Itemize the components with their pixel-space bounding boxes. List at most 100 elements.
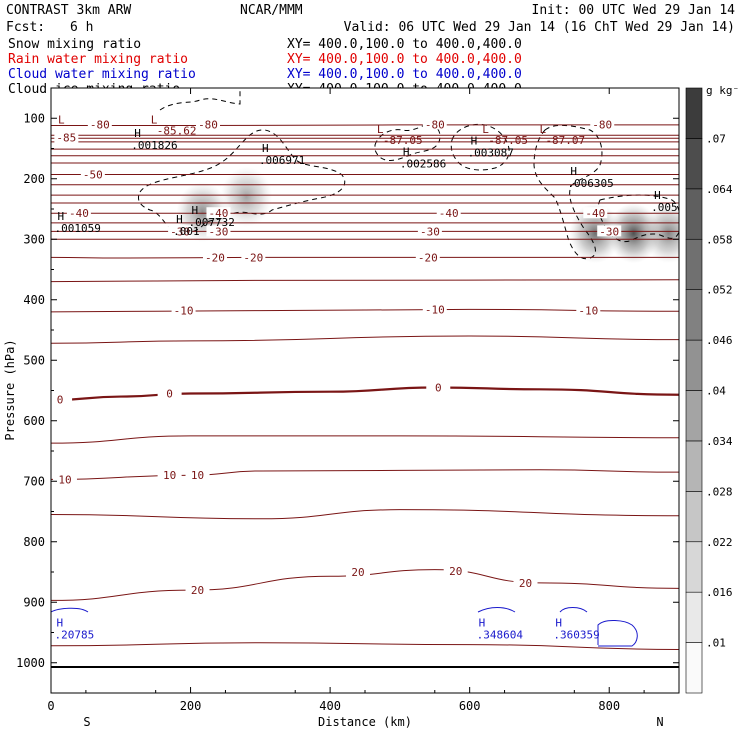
snow-max-value-4: .001 bbox=[173, 225, 200, 238]
temp-label-21-1: 10 bbox=[163, 469, 176, 482]
temp-label-17-2: -10 bbox=[578, 305, 598, 318]
snow-shade-4 bbox=[642, 203, 679, 264]
field-xy-2: XY= 400.0,100.0 to 400.0,400.0 bbox=[287, 67, 522, 82]
temp-label-0-0: -80 bbox=[90, 118, 110, 131]
cloud-water-contour-d bbox=[597, 620, 638, 647]
temp-label-bg-17-0 bbox=[171, 304, 196, 316]
center-title: NCAR/MMM bbox=[240, 3, 303, 18]
colorbar-label-1: .016 bbox=[706, 586, 733, 599]
temp-label-13-1: -30 bbox=[209, 225, 229, 238]
temp-label-11-1: -40 bbox=[209, 207, 229, 220]
temp-contour-18 bbox=[51, 335, 679, 344]
colorbar-swatch-4 bbox=[685, 440, 703, 492]
colorbar-swatch-3 bbox=[685, 491, 703, 543]
temp-min-marker-1: L bbox=[151, 114, 158, 127]
temp-label-15-1: -20 bbox=[243, 251, 263, 264]
temp-label-bg-23-0 bbox=[185, 584, 210, 596]
fcst-label: Fcst: bbox=[6, 20, 45, 35]
north-label: N bbox=[656, 715, 663, 729]
x-axis: 0 200 400 600 800 bbox=[47, 88, 645, 713]
ice-contour-b bbox=[137, 129, 346, 234]
temp-label-11-3: -40 bbox=[585, 207, 605, 220]
cloud-water-contours bbox=[51, 607, 638, 647]
temp-label-bg-17-2 bbox=[576, 304, 601, 316]
snow-max-marker-0: H bbox=[191, 204, 198, 217]
x-tick-label-1: 200 bbox=[180, 699, 202, 713]
temp-label-bg-15-2 bbox=[415, 251, 440, 263]
temp-contour-20 bbox=[51, 435, 679, 444]
temp-contour-0 bbox=[51, 124, 679, 127]
fcst-value: 6 h bbox=[70, 20, 93, 35]
y-tick-label-5: 600 bbox=[23, 414, 45, 428]
colorbar-swatch-11 bbox=[685, 87, 703, 139]
temp-label-bg-19-0 bbox=[51, 393, 73, 405]
cloud-water-max-value-0: .20785 bbox=[54, 628, 94, 641]
temp-label-bg-17-1 bbox=[422, 303, 447, 315]
cloud-water-contour-a bbox=[51, 607, 89, 613]
temp-label-15-2: -20 bbox=[418, 251, 438, 264]
temp-min-value-4: -87.07 bbox=[545, 134, 585, 147]
snow-max-marker-7: H bbox=[570, 165, 577, 178]
temp-label-bg-2-0 bbox=[54, 131, 79, 143]
cloud-water-max-marker-0: H bbox=[56, 616, 63, 629]
cloud-water-contour-b bbox=[477, 607, 516, 613]
snow-max-value-0: .007732 bbox=[188, 216, 234, 229]
y-tick-label-1: 200 bbox=[23, 172, 45, 186]
temp-label-11-0: -40 bbox=[69, 207, 89, 220]
temp-label-23-2: 20 bbox=[449, 565, 462, 578]
cloud-water-max-value-1: .348604 bbox=[477, 628, 524, 641]
snow-max-marker-1: H bbox=[262, 142, 269, 155]
cloud-water-max-marker-1: H bbox=[479, 616, 486, 629]
y-tick-label-9: 1000 bbox=[16, 656, 45, 670]
temp-label-17-1: -10 bbox=[425, 303, 445, 316]
colorbar-label-3: .028 bbox=[706, 485, 733, 498]
snow-shade-1 bbox=[220, 166, 273, 227]
snow-max-marker-8: H bbox=[654, 189, 661, 202]
snow-max-marker-2: H bbox=[134, 127, 141, 140]
temp-label-bg-13-0 bbox=[168, 225, 193, 237]
y-tick-label-3: 400 bbox=[23, 293, 45, 307]
colorbar-label-8: .058 bbox=[706, 233, 733, 246]
y-tick-label-7: 800 bbox=[23, 535, 45, 549]
contour-labels: -80 -80 -80 -80 -85 -50 -40 -40 -40 -40 -30 -30 -30 -… bbox=[51, 114, 679, 641]
plot-content: -80 -80 -80 -80 -85 -50 -40 -40 -40 -40 -30 -30 -30 -… bbox=[51, 88, 679, 650]
temp-label-bg-13-2 bbox=[417, 225, 442, 237]
field-name-2: Cloud water mixing ratio bbox=[8, 67, 196, 82]
snow-max-value-6: .003087 bbox=[468, 147, 514, 160]
snow-max-value-7: .006305 bbox=[567, 177, 613, 190]
field-name-0: Snow mixing ratio bbox=[8, 37, 141, 52]
ice-contour-e bbox=[533, 124, 603, 260]
ice-contour-d bbox=[450, 123, 510, 171]
snow-shade-2 bbox=[569, 203, 622, 264]
temp-label-bg-21-1 bbox=[157, 469, 182, 481]
temp-label-bg-11-3 bbox=[583, 207, 608, 219]
temp-label-13-0: -30 bbox=[170, 225, 190, 238]
colorbar-label-6: .046 bbox=[706, 334, 733, 347]
temp-min-marker-0: L bbox=[58, 114, 65, 127]
temp-min-value-1: -85.62 bbox=[157, 125, 197, 138]
temp-label-23-1: 20 bbox=[351, 566, 364, 579]
temp-label-19-2: 0 bbox=[435, 381, 442, 394]
colorbar-label-5: .04 bbox=[706, 385, 726, 398]
temp-label-7-0: -50 bbox=[83, 169, 103, 182]
temp-label-bg-21-2 bbox=[185, 469, 210, 481]
temp-label-bg-0-2 bbox=[422, 118, 447, 130]
colorbar-label-0: .01 bbox=[706, 637, 726, 650]
colorbar-label-4: .034 bbox=[706, 435, 733, 448]
temp-label-0-3: -80 bbox=[592, 118, 612, 131]
x-tick-label-3: 600 bbox=[459, 699, 481, 713]
temp-label-19-0: 0 bbox=[57, 394, 64, 407]
temp-label-0-1: -80 bbox=[198, 118, 218, 131]
y-tick-label-0: 100 bbox=[23, 111, 45, 125]
temp-label-bg-23-3 bbox=[513, 576, 538, 588]
cloud-water-max-marker-2: H bbox=[555, 616, 562, 629]
model-title: CONTRAST 3km ARW bbox=[6, 3, 131, 18]
temp-contour-17 bbox=[51, 308, 679, 313]
temp-label-13-3: -30 bbox=[599, 225, 619, 238]
temp-label-bg-21-0 bbox=[52, 473, 77, 485]
temp-min-value-2: -87.05 bbox=[383, 134, 423, 147]
snow-max-value-2: .001826 bbox=[131, 139, 177, 152]
temp-label-0-2: -80 bbox=[425, 118, 445, 131]
cloud-water-max-value-2: .360359 bbox=[553, 628, 599, 641]
temp-label-bg-0-1 bbox=[196, 118, 220, 130]
